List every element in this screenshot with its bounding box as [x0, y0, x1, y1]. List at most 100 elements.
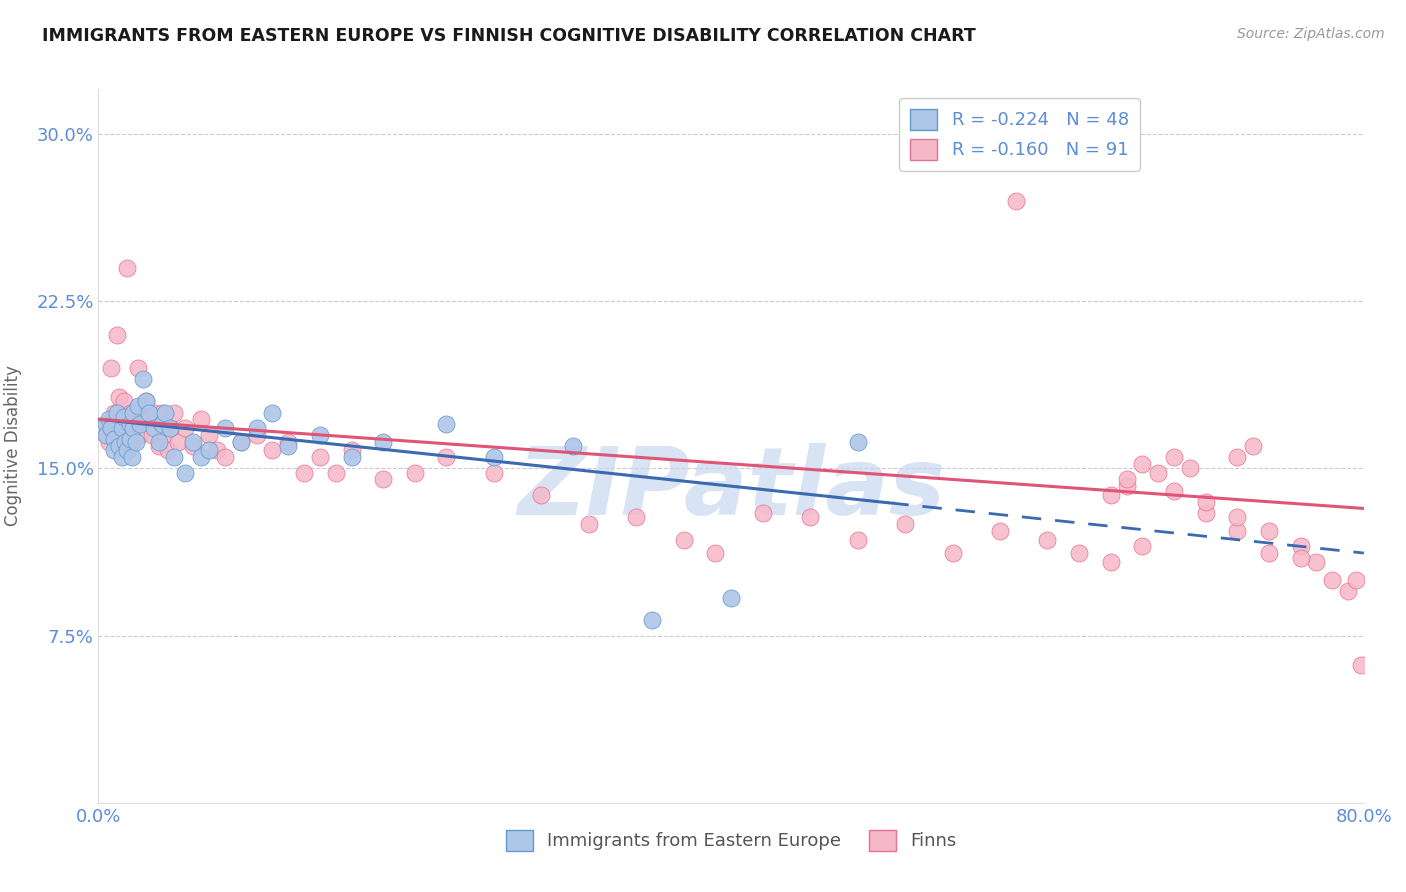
Point [150, 417, 173, 431]
Point [108, 390, 131, 404]
Point [112, 394, 135, 409]
Point [103, 427, 125, 442]
Point [111, 450, 134, 464]
Point [214, 421, 236, 435]
Point [1289, 539, 1312, 553]
Point [942, 546, 965, 560]
Point [174, 466, 197, 480]
Point [1322, 573, 1344, 587]
Point [214, 450, 236, 464]
Point [1350, 657, 1372, 672]
Point [1226, 510, 1249, 524]
Point [115, 443, 138, 458]
Point [1178, 461, 1201, 475]
Point [262, 405, 284, 419]
Point [1226, 524, 1249, 538]
Point [150, 405, 173, 419]
Point [720, 591, 742, 605]
Point [98, 434, 121, 449]
Point [624, 510, 647, 524]
Point [145, 405, 166, 419]
Point [128, 417, 150, 431]
Point [436, 450, 458, 464]
Point [96, 417, 118, 431]
Point [97, 417, 120, 431]
Point [1257, 546, 1279, 560]
Point [704, 546, 727, 560]
Point [229, 434, 252, 449]
Point [166, 434, 188, 449]
Point [122, 405, 145, 419]
Point [1163, 483, 1185, 498]
Text: Source: ZipAtlas.com: Source: ZipAtlas.com [1237, 27, 1385, 41]
Point [340, 443, 363, 458]
Point [1257, 524, 1279, 538]
Point [1115, 473, 1137, 487]
Point [846, 434, 869, 449]
Point [988, 524, 1011, 538]
Point [141, 427, 163, 442]
Point [190, 412, 212, 426]
Point [482, 450, 505, 464]
Point [198, 443, 221, 458]
Point [1099, 555, 1122, 569]
Point [160, 421, 183, 435]
Text: IMMIGRANTS FROM EASTERN EUROPE VS FINNISH COGNITIVE DISABILITY CORRELATION CHART: IMMIGRANTS FROM EASTERN EUROPE VS FINNIS… [42, 27, 976, 45]
Point [132, 399, 155, 413]
Point [205, 443, 228, 458]
Point [120, 432, 141, 446]
Point [120, 417, 141, 431]
Point [309, 450, 332, 464]
Point [262, 443, 284, 458]
Point [1067, 546, 1090, 560]
Point [340, 450, 363, 464]
Point [107, 405, 129, 419]
Point [325, 466, 347, 480]
Point [121, 434, 143, 449]
Point [198, 427, 221, 442]
Point [115, 260, 138, 275]
Point [183, 439, 205, 453]
Point [111, 417, 134, 431]
Point [1289, 550, 1312, 565]
Point [229, 434, 252, 449]
Point [108, 439, 131, 453]
Point [578, 516, 600, 531]
Point [103, 405, 125, 419]
Point [121, 450, 143, 464]
Point [1241, 439, 1264, 453]
Point [138, 412, 160, 426]
Point [163, 450, 186, 464]
Point [1194, 506, 1216, 520]
Point [100, 421, 122, 435]
Point [1147, 466, 1170, 480]
Point [100, 360, 122, 375]
Point [135, 394, 157, 409]
Point [135, 394, 157, 409]
Point [530, 488, 553, 502]
Point [404, 466, 426, 480]
Point [846, 533, 869, 547]
Point [894, 516, 917, 531]
Point [799, 510, 821, 524]
Point [1004, 194, 1026, 208]
Point [1099, 488, 1122, 502]
Point [96, 427, 118, 442]
Point [98, 412, 121, 426]
Point [120, 405, 141, 419]
Point [153, 405, 176, 419]
Point [1344, 573, 1367, 587]
Point [174, 421, 197, 435]
Point [1194, 494, 1216, 508]
Point [128, 427, 150, 442]
Point [246, 427, 269, 442]
Point [110, 434, 132, 449]
Point [1226, 450, 1249, 464]
Point [163, 405, 186, 419]
Point [114, 412, 136, 426]
Point [122, 405, 145, 419]
Point [292, 466, 315, 480]
Point [371, 473, 394, 487]
Point [125, 434, 148, 449]
Point [153, 427, 176, 442]
